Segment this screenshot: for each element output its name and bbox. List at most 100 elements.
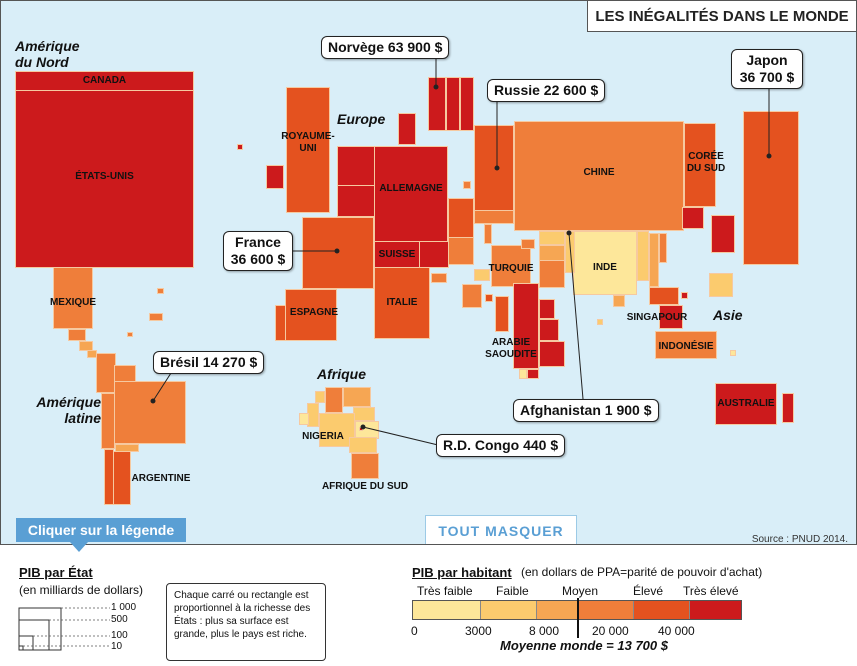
country-block [462,284,482,308]
legend-color-segment[interactable] [536,601,580,619]
country-argentine[interactable] [113,451,131,505]
label-australie: AUSTRALIE [717,398,775,409]
country-australie[interactable] [715,383,777,425]
country-chine[interactable] [514,121,684,231]
label-mexique: MEXIQUE [49,297,97,308]
label-coree: CORÉE DU SUD [686,151,726,174]
callout-norvege[interactable]: Norvège 63 900 $ [321,36,450,59]
label-espagne: ESPAGNE [289,307,339,318]
hide-all-button[interactable]: TOUT MASQUER [425,515,577,544]
legend-gdp-state-scale [18,607,110,651]
callout-rdcongo[interactable]: R.D. Congo 440 $ [436,434,566,457]
country-usa[interactable] [15,90,194,268]
legend-threshold-8000: 8 000 [529,624,560,638]
map-title: LES INÉGALITÉS DANS LE MONDE [587,1,856,32]
country-block [681,292,688,299]
country-block [127,332,133,337]
country-block [521,239,535,249]
label-usa: ÉTATS-UNIS [75,171,134,182]
region-latin-america: Amérique latine [36,394,101,426]
legend-scale-10: 10 [111,641,123,652]
country-espagne[interactable] [285,289,337,341]
country-turquie[interactable] [491,245,531,287]
country-block [782,393,794,423]
label-nigeria: NIGERIA [302,431,344,442]
country-block [474,269,490,281]
country-block [649,233,659,287]
country-mexique[interactable] [53,267,93,329]
country-block [353,407,375,421]
legend-scale-1000: 1 000 [111,602,137,613]
legend-color-segment[interactable] [689,601,741,619]
country-block [157,288,164,294]
country-bresil[interactable] [114,381,186,444]
legend-cat-eleve: Élevé [633,584,664,598]
country-indonesie[interactable] [655,331,717,359]
country-block [325,387,343,413]
source-note: Source : PNUD 2014. [751,534,848,545]
legend-color-segment[interactable] [481,601,537,619]
map-area: CANADA ÉTATS-UNIS MEXIQUE ARGENTINE ROYA… [0,0,857,545]
legend-toggle-arrow-icon [70,542,88,552]
country-block [101,393,115,449]
legend-gdp-capita-unit: (en dollars de PPA=parité de pouvoir d'a… [521,565,763,579]
label-suisse: SUISSE [378,249,416,260]
country-block [79,341,93,351]
label-argentine: ARGENTINE [131,473,191,484]
label-chine: CHINE [583,167,615,178]
country-block [709,273,733,297]
country-inde[interactable] [573,231,637,295]
callout-russie[interactable]: Russie 22 600 $ [487,79,606,102]
country-arabie[interactable] [513,283,539,369]
country-block [459,77,461,131]
legend-color-segment[interactable] [413,601,482,619]
country-block [485,294,493,302]
country-norvege[interactable] [428,77,474,131]
country-block [539,319,559,341]
country-block [519,369,527,379]
legend-world-average: Moyenne monde = 13 700 $ [500,638,668,653]
country-coree[interactable] [684,123,716,207]
country-afghanistan[interactable] [539,231,565,245]
country-singapour[interactable] [649,287,679,305]
country-afrique-du-sud[interactable] [351,453,379,479]
label-arabie: ARABIE SAOUDITE [485,337,537,360]
country-block [539,245,565,261]
legend-threshold-0: 0 [411,624,418,638]
country-block [96,353,116,393]
country-block [266,165,284,189]
callout-france[interactable]: France 36 600 $ [223,231,293,271]
country-block [527,369,539,379]
legend-color-segment[interactable] [579,601,635,619]
country-japon[interactable] [743,111,799,265]
legend-gdp-state-title: PIB par État [19,565,93,580]
country-block [539,299,555,319]
legend-toggle-button[interactable]: Cliquer sur la légende [16,518,186,542]
country-block [275,305,286,341]
callout-bresil[interactable]: Brésil 14 270 $ [153,351,265,374]
country-block [299,413,309,425]
country-italie[interactable] [374,267,430,339]
country-russie[interactable] [474,125,514,211]
country-allemagne[interactable] [374,146,448,243]
country-block [711,215,735,253]
region-north-america: Amérique du Nord [15,38,80,70]
country-block [398,113,416,145]
legend-gdp-capita-title: PIB par habitant [412,565,512,580]
country-block [539,341,565,367]
legend-average-marker [577,598,579,638]
label-royaume-uni: ROYAUME-UNI [281,131,335,154]
legend-cat-tres-eleve: Très élevé [683,584,739,598]
callout-afghanistan[interactable]: Afghanistan 1 900 $ [513,399,659,422]
country-france[interactable] [302,217,374,289]
country-block [419,241,449,268]
country-block [474,210,514,224]
legend-cat-tres-faible: Très faible [417,584,473,598]
country-royaume-uni[interactable] [286,87,330,213]
country-block [359,427,363,431]
legend-color-segment[interactable] [634,601,690,619]
label-italie: ITALIE [386,297,418,308]
label-singapour: SINGAPOUR [626,312,688,323]
legend-cat-moyen: Moyen [562,584,599,598]
callout-japon[interactable]: Japon 36 700 $ [731,49,803,89]
